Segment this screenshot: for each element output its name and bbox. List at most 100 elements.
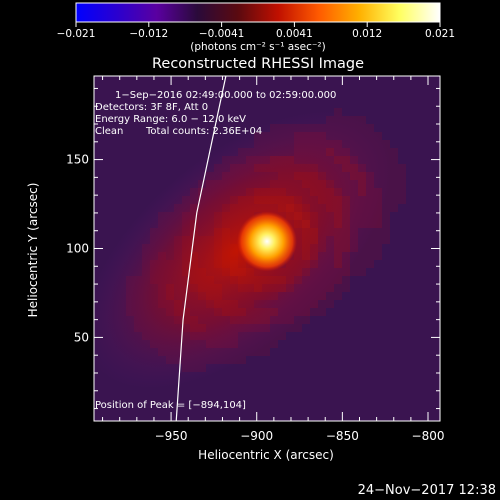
emission-pixel (366, 404, 374, 412)
emission-pixel (374, 412, 382, 420)
emission-pixel (110, 212, 118, 220)
emission-pixel (318, 364, 326, 372)
annotation-detectors: Detectors: 3F 8F, Att 0 (95, 102, 208, 113)
emission-pixel (398, 380, 406, 388)
emission-pixel (198, 388, 206, 396)
emission-pixel (398, 116, 406, 124)
emission-pixel (406, 404, 414, 412)
emission-pixel (294, 332, 302, 340)
emission-pixel (358, 396, 366, 404)
emission-pixel (294, 100, 302, 108)
emission-pixel (222, 124, 230, 132)
emission-pixel (190, 100, 198, 108)
emission-pixel (118, 100, 126, 108)
emission-pixel (94, 148, 102, 156)
emission-pixel (390, 212, 398, 220)
x-tick-label: −950 (155, 429, 188, 443)
emission-pixel (230, 404, 238, 412)
emission-pixel (374, 124, 382, 132)
emission-pixel (398, 212, 406, 220)
emission-pixel (278, 92, 286, 100)
emission-pixel (302, 324, 310, 332)
emission-pixel (142, 76, 150, 84)
emission-pixel (390, 228, 398, 236)
emission-pixel (422, 172, 430, 180)
emission-pixel (398, 292, 406, 300)
emission-pixel (374, 100, 382, 108)
emission-pixel (414, 284, 422, 292)
emission-pixel (382, 268, 390, 276)
emission-pixel (182, 108, 190, 116)
emission-pixel (190, 132, 198, 140)
emission-pixel (342, 276, 350, 284)
emission-pixel (374, 372, 382, 380)
emission-pixel (390, 364, 398, 372)
emission-pixel (270, 100, 278, 108)
emission-pixel (134, 84, 142, 92)
emission-pixel (126, 84, 134, 92)
emission-pixel (406, 172, 414, 180)
emission-pixel (430, 236, 438, 244)
emission-pixel (366, 100, 374, 108)
emission-pixel (126, 412, 134, 420)
emission-pixel (406, 220, 414, 228)
emission-pixel (326, 380, 334, 388)
emission-pixel (238, 412, 246, 420)
emission-pixel (374, 332, 382, 340)
emission-pixel (142, 108, 150, 116)
emission-pixel (118, 124, 126, 132)
emission-pixel (382, 300, 390, 308)
emission-pixel (326, 348, 334, 356)
emission-pixel (286, 108, 294, 116)
emission-pixel (246, 380, 254, 388)
emission-pixel (142, 148, 150, 156)
emission-pixel (422, 220, 430, 228)
emission-pixel (254, 404, 262, 412)
emission-pixel (174, 84, 182, 92)
emission-pixel (390, 276, 398, 284)
emission-pixel (342, 292, 350, 300)
emission-pixel (198, 132, 206, 140)
emission-pixel (206, 404, 214, 412)
emission-pixel (414, 364, 422, 372)
emission-pixel (390, 140, 398, 148)
emission-pixel (438, 132, 440, 140)
emission-pixel (382, 364, 390, 372)
emission-pixel (182, 132, 190, 140)
emission-pixel (182, 148, 190, 156)
emission-pixel (422, 140, 430, 148)
emission-pixel (126, 116, 134, 124)
emission-pixel (262, 100, 270, 108)
emission-pixel (142, 156, 150, 164)
emission-pixel (166, 132, 174, 140)
y-tick-label: 100 (66, 242, 89, 256)
emission-pixel (366, 372, 374, 380)
emission-pixel (286, 356, 294, 364)
emission-pixel (238, 76, 246, 84)
emission-pixel (398, 372, 406, 380)
emission-pixel (102, 252, 110, 260)
emission-pixel (286, 404, 294, 412)
emission-pixel (214, 124, 222, 132)
emission-pixel (430, 92, 438, 100)
emission-pixel (262, 356, 270, 364)
emission-pixel (158, 156, 166, 164)
emission-pixel (302, 316, 310, 324)
emission-pixel (238, 364, 246, 372)
emission-pixel (334, 412, 342, 420)
emission-pixel (430, 196, 438, 204)
emission-pixel (398, 140, 406, 148)
emission-pixel (318, 372, 326, 380)
emission-pixel (334, 340, 342, 348)
emission-pixel (246, 116, 254, 124)
emission-pixel (102, 108, 110, 116)
emission-pixel (174, 164, 182, 172)
emission-pixel (142, 164, 150, 172)
emission-pixel (302, 92, 310, 100)
emission-pixel (422, 268, 430, 276)
emission-pixel (398, 84, 406, 92)
emission-pixel (278, 356, 286, 364)
emission-pixel (190, 404, 198, 412)
emission-pixel (350, 92, 358, 100)
emission-pixel (350, 284, 358, 292)
